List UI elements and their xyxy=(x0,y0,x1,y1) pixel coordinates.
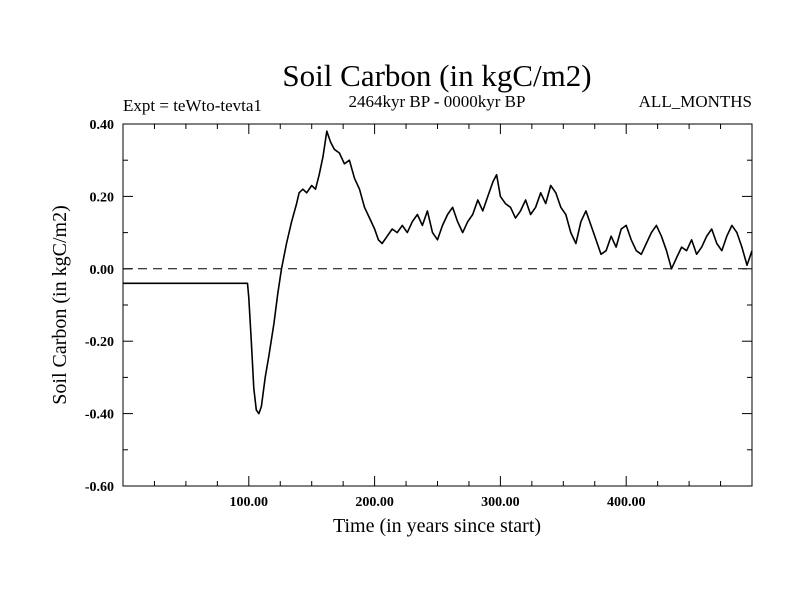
y-tick-label: -0.20 xyxy=(85,335,114,350)
chart-title: Soil Carbon (in kgC/m2) xyxy=(282,58,591,93)
y-axis-label: Soil Carbon (in kgC/m2) xyxy=(49,205,71,404)
x-tick-label: 300.00 xyxy=(481,495,520,510)
x-tick-label: 200.00 xyxy=(355,495,394,510)
y-tick-label: -0.60 xyxy=(85,480,114,495)
x-tick-label: 400.00 xyxy=(607,495,646,510)
y-tick-label: 0.40 xyxy=(90,118,115,133)
y-axis-ticks: 0.40 0.20 0.00 -0.20 -0.40 -0.60 xyxy=(85,118,752,495)
x-axis-ticks: 100.00 200.00 300.00 400.00 xyxy=(153,124,722,510)
y-tick-label: -0.40 xyxy=(85,408,114,423)
plot-frame xyxy=(122,123,753,487)
x-axis-label: Time (in years since start) xyxy=(333,515,541,537)
period-label: ALL_MONTHS xyxy=(639,92,752,111)
series-line-soil-carbon xyxy=(123,130,753,415)
series-layer xyxy=(123,130,753,415)
y-tick-label: 0.20 xyxy=(90,190,115,205)
x-tick-label: 100.00 xyxy=(230,495,269,510)
y-tick-label: 0.00 xyxy=(90,263,115,278)
chart-subtitle: 2464kyr BP - 0000kyr BP xyxy=(349,92,526,111)
experiment-label: Expt = teWto-tevta1 xyxy=(123,96,262,115)
